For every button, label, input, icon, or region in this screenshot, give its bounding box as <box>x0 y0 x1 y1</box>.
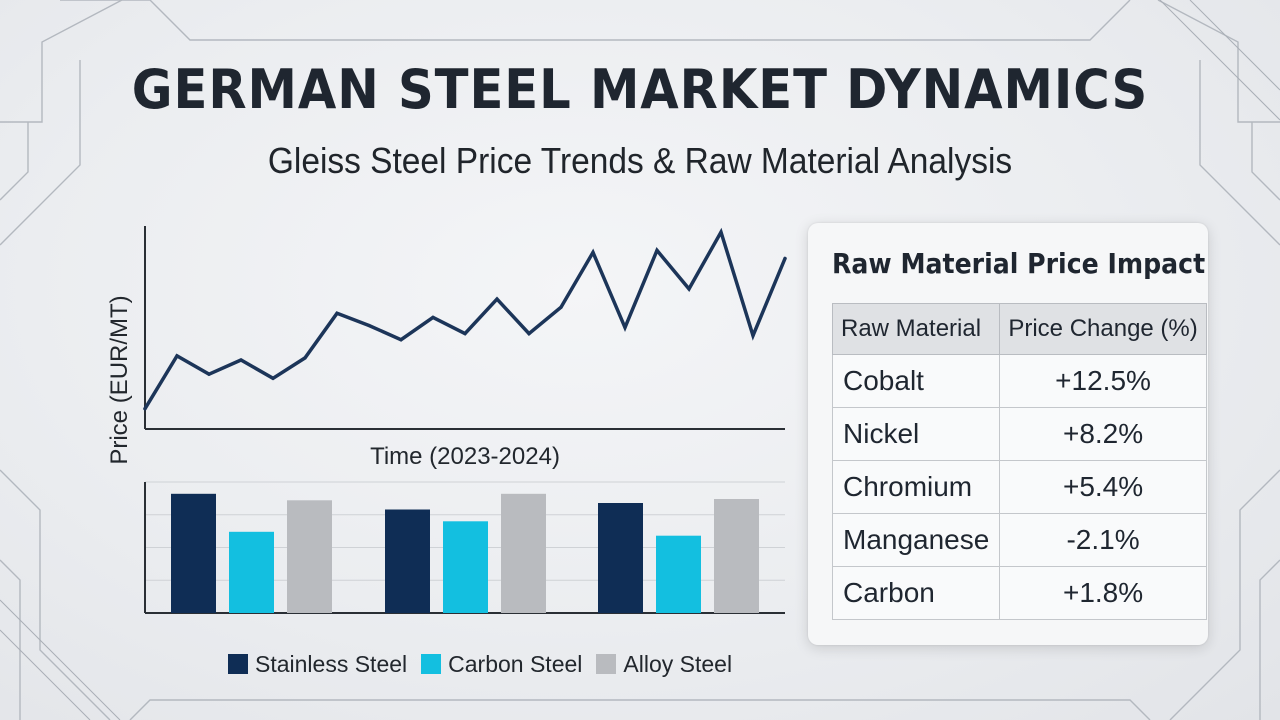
price-point-12 <box>527 332 531 336</box>
bar-carbon-steel-2 <box>656 535 701 613</box>
price-point-0 <box>143 407 147 411</box>
price-point-19 <box>751 334 755 338</box>
price-trend-line <box>143 227 787 411</box>
legend-item-carbon: Carbon Steel <box>421 651 582 678</box>
line-chart-y-label: Price (EUR/MT) <box>106 295 133 464</box>
price-point-11 <box>495 297 499 301</box>
legend-swatch-stainless <box>228 654 248 674</box>
line-chart-series <box>143 227 787 411</box>
change-cell: +12.5% <box>999 354 1207 408</box>
price-point-9 <box>431 315 435 319</box>
price-point-14 <box>591 250 595 254</box>
price-point-16 <box>655 248 659 252</box>
table-row: Manganese -2.1% <box>831 513 1207 567</box>
change-cell: +1.8% <box>999 566 1207 620</box>
legend-item-alloy: Alloy Steel <box>596 651 732 678</box>
legend-item-stainless: Stainless Steel <box>228 651 407 678</box>
price-point-6 <box>335 311 339 315</box>
bar-alloy-steel-1 <box>501 493 546 613</box>
material-cell: Carbon <box>831 566 1001 620</box>
legend-label-stainless: Stainless Steel <box>255 650 408 677</box>
bar-stainless-steel-1 <box>385 509 430 613</box>
table-row: Carbon +1.8% <box>831 566 1207 620</box>
bar-stainless-steel-0 <box>171 493 216 613</box>
legend-label-alloy: Alloy Steel <box>623 650 733 677</box>
price-point-1 <box>175 354 179 358</box>
price-point-2 <box>207 372 211 376</box>
material-cell: Cobalt <box>831 354 1001 408</box>
header-price-change: Price Change (%) <box>999 303 1207 355</box>
price-point-7 <box>367 323 371 328</box>
price-point-17 <box>687 287 691 291</box>
change-cell: +5.4% <box>999 460 1207 514</box>
table-header-row: Raw Material Price Change (%) <box>831 303 1207 355</box>
legend-swatch-carbon <box>421 654 442 674</box>
raw-material-title: Raw Material Price Impact <box>832 247 1206 280</box>
price-point-3 <box>239 358 243 362</box>
price-point-5 <box>303 356 307 360</box>
material-cell: Nickel <box>831 407 1001 461</box>
price-point-20 <box>783 256 787 261</box>
price-point-15 <box>623 325 627 330</box>
raw-material-panel: Raw Material Price Impact Raw Material P… <box>808 223 1208 645</box>
bar-carbon-steel-1 <box>443 521 488 613</box>
price-point-4 <box>271 376 275 380</box>
bar-alloy-steel-0 <box>287 500 332 613</box>
bar-stainless-steel-2 <box>598 503 643 613</box>
material-cell: Chromium <box>831 460 1001 514</box>
legend-swatch-alloy <box>596 654 617 674</box>
change-cell: -2.1% <box>999 513 1207 567</box>
price-point-13 <box>559 305 563 309</box>
bar-alloy-steel-2 <box>714 499 759 613</box>
bar-chart-legend: Stainless Steel Carbon Steel Alloy Steel <box>228 648 746 680</box>
raw-material-table: Raw Material Price Change (%) Cobalt +12… <box>831 303 1207 620</box>
table-row: Nickel +8.2% <box>831 407 1207 461</box>
legend-label-carbon: Carbon Steel <box>448 650 583 677</box>
material-cell: Manganese <box>831 513 1001 567</box>
table-row: Cobalt +12.5% <box>831 354 1207 408</box>
bar-chart-bars <box>171 493 759 613</box>
bar-carbon-steel-0 <box>229 531 274 613</box>
page-subtitle: Gleiss Steel Price Trends & Raw Material… <box>267 140 1013 181</box>
line-chart-x-label: Time (2023-2024) <box>370 443 560 470</box>
page-title: GERMAN STEEL MARKET DYNAMICS <box>131 58 1149 121</box>
change-cell: +8.2% <box>999 407 1207 461</box>
price-point-8 <box>399 338 403 342</box>
price-point-18 <box>719 230 723 234</box>
header-raw-material: Raw Material <box>831 303 1001 355</box>
price-point-10 <box>463 332 467 336</box>
table-row: Chromium +5.4% <box>831 460 1207 514</box>
